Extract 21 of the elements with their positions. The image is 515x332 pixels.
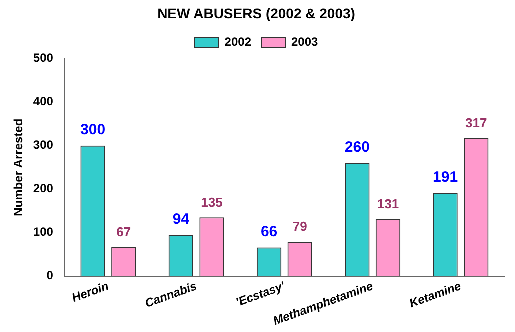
data-label: 67 [116,224,132,240]
y-tick-label: 500 [33,51,54,66]
data-label: 317 [466,116,488,131]
chart-title: NEW ABUSERS (2002 & 2003) [158,5,356,22]
y-axis-title: Number Arrested [12,118,26,216]
data-label: 300 [80,121,106,138]
y-tick-label: 0 [46,268,54,283]
data-label: 66 [260,223,278,240]
y-tick-label: 400 [33,94,54,109]
legend-label: 2002 [224,35,252,50]
data-label: 131 [377,196,400,212]
data-label: 260 [344,138,370,156]
data-label: 94 [172,211,190,228]
x-tick-label: Heroin [70,278,111,306]
data-label: 79 [292,219,308,234]
legend-label: 2003 [292,35,319,50]
y-tick-label: 200 [33,182,54,196]
data-label: 191 [433,168,458,186]
y-tick-label: 100 [33,225,54,240]
data-label: 135 [201,194,223,210]
y-tick-label: 300 [33,138,54,152]
